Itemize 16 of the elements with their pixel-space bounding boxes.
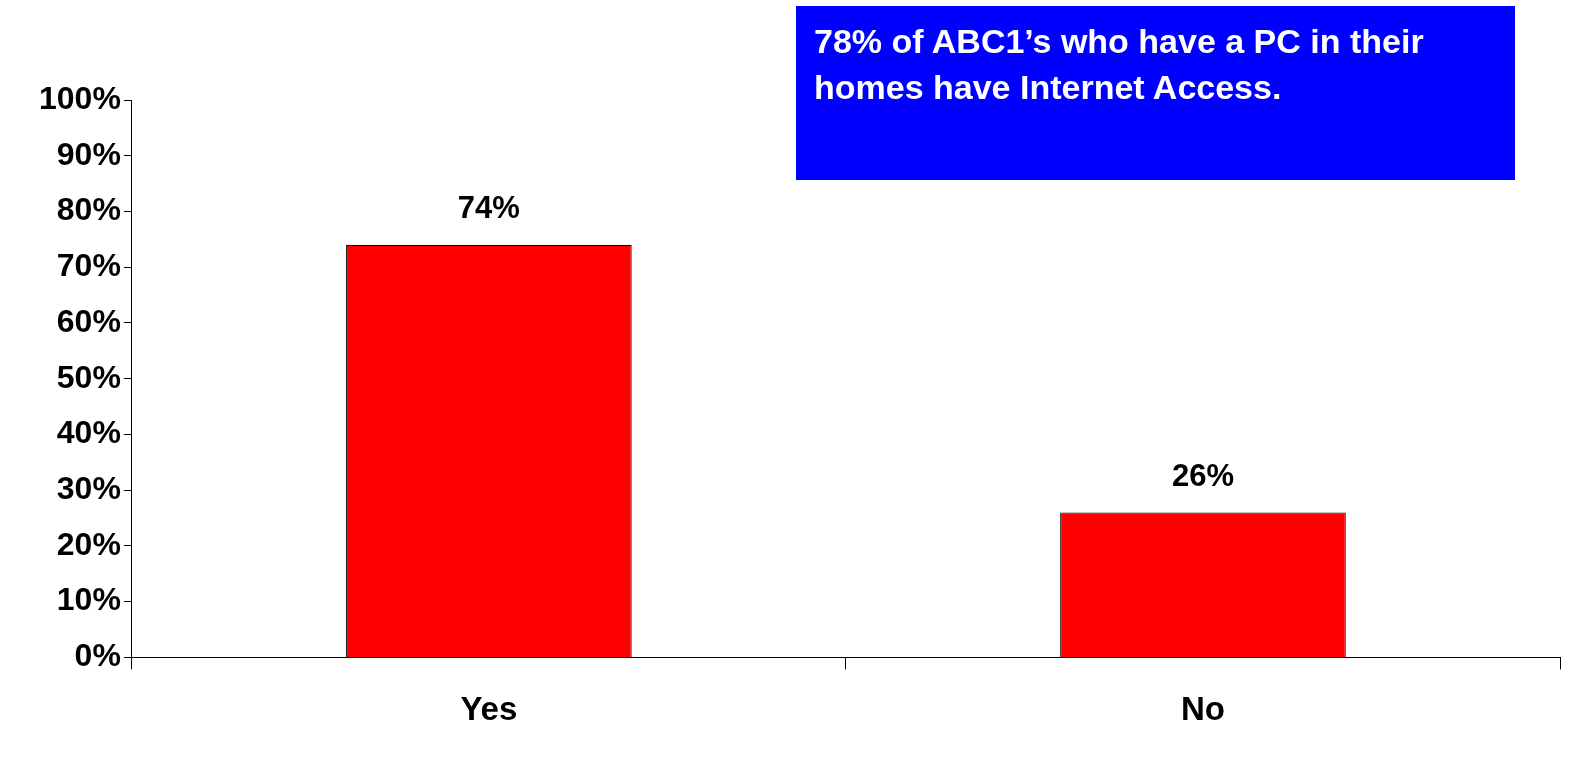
y-tick-label: 50% <box>56 358 121 395</box>
callout-box: 78% of ABC1’s who have a PC in their homes have Internet Access. <box>796 6 1515 180</box>
y-tick-label: 40% <box>56 414 121 451</box>
y-tick-label: 30% <box>56 470 121 507</box>
x-tick-label: Yes <box>460 690 518 728</box>
y-tick-label: 0% <box>74 637 121 674</box>
y-tick-label: 100% <box>39 79 121 116</box>
data-label: 74% <box>457 189 520 225</box>
data-label: 26% <box>1171 457 1234 493</box>
x-tick-label: No <box>1180 690 1225 728</box>
y-tick-label: 10% <box>56 581 121 618</box>
y-tick-label: 60% <box>56 302 121 339</box>
y-tick-label: 80% <box>56 191 121 228</box>
y-tick-label: 70% <box>56 247 121 284</box>
y-tick-label: 90% <box>56 135 121 172</box>
y-tick-label: 20% <box>56 525 121 562</box>
